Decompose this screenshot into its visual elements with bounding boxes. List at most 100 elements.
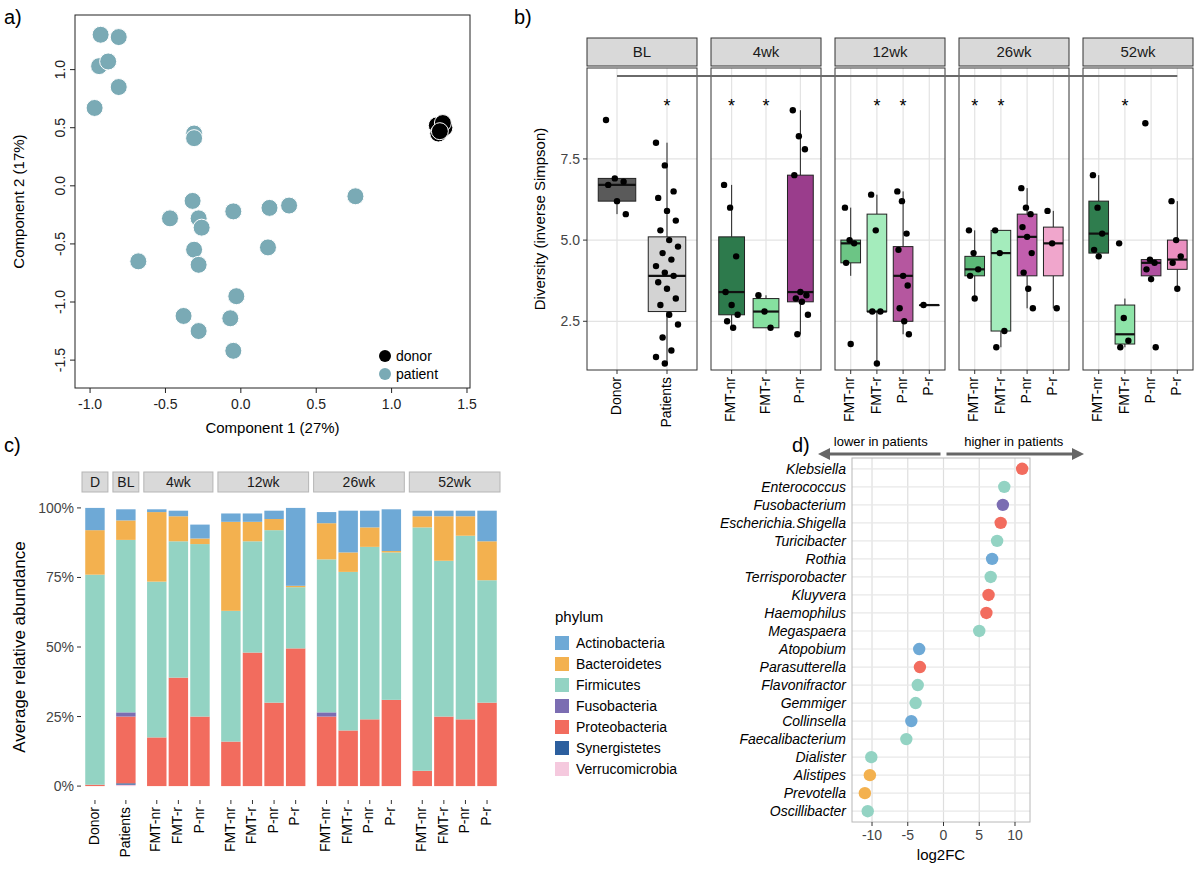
point xyxy=(903,230,909,236)
y-tick xyxy=(77,786,81,787)
point xyxy=(623,211,629,217)
bar-segment xyxy=(286,508,305,586)
x-tick-label: FMT-r xyxy=(169,807,185,845)
point xyxy=(842,204,848,210)
y-tick-label: Klebsiella xyxy=(786,461,846,477)
x-tick-label: P-nr xyxy=(265,807,281,834)
x-tick xyxy=(466,388,467,393)
y-tick xyxy=(583,321,587,322)
y-tick-label: Faecalibacterium xyxy=(739,731,846,747)
x-tick-label: Donor xyxy=(86,807,102,845)
x-tick-label: P-r xyxy=(478,807,494,826)
facet-label: 52wk xyxy=(1120,43,1156,60)
panel-label: b) xyxy=(514,6,532,28)
point xyxy=(1168,198,1174,204)
x-tick xyxy=(907,822,908,826)
bar-segment xyxy=(477,703,496,786)
bar-segment xyxy=(190,717,209,787)
x-tick-label: P-r xyxy=(920,377,936,396)
grid-line-y xyxy=(852,793,1030,794)
point xyxy=(431,123,448,140)
bar-segment xyxy=(382,552,401,699)
legend-swatch xyxy=(555,762,569,776)
facet-label: D xyxy=(90,474,100,490)
x-tick-label: P-nr xyxy=(360,807,376,834)
bar-segment xyxy=(456,719,475,786)
x-tick-label: Donor xyxy=(608,377,624,415)
legend-swatch xyxy=(555,741,569,755)
point xyxy=(1116,240,1122,246)
median xyxy=(1167,258,1187,260)
bar-segment xyxy=(85,530,104,575)
y-tick-label: Enterococcus xyxy=(761,479,846,495)
point xyxy=(666,237,672,243)
bar-segment xyxy=(360,719,379,786)
box xyxy=(841,240,861,263)
grid-line-y xyxy=(852,594,1030,595)
point xyxy=(992,227,998,233)
x-tick xyxy=(1000,370,1001,374)
x-tick xyxy=(1014,822,1015,826)
facet-strip xyxy=(409,472,500,492)
bar-segment xyxy=(317,512,336,523)
bar-segment xyxy=(360,511,379,528)
panel-bg xyxy=(587,68,697,370)
bar-segment xyxy=(413,516,432,527)
bar-segment xyxy=(434,511,453,517)
legend-swatch xyxy=(379,350,391,362)
point xyxy=(605,182,611,188)
box xyxy=(1017,214,1037,276)
x-tick-label: P-nr xyxy=(894,377,910,404)
bar-segment xyxy=(116,509,135,520)
facet-strip xyxy=(113,472,139,492)
facet-strip xyxy=(314,472,405,492)
panel-border xyxy=(852,458,1030,822)
point xyxy=(1018,185,1024,191)
bar-segment xyxy=(190,525,209,539)
legend-swatch xyxy=(555,678,569,692)
point xyxy=(1025,286,1031,292)
x-tick xyxy=(1098,370,1099,374)
bar-segment xyxy=(477,511,496,542)
legend-swatch xyxy=(379,368,391,380)
point xyxy=(100,53,117,70)
point xyxy=(668,347,674,353)
x-tick-label: FMT-r xyxy=(1116,377,1132,415)
point xyxy=(281,197,298,214)
point xyxy=(728,302,734,308)
box xyxy=(719,237,745,315)
y-tick-label: Gemmiger xyxy=(781,695,848,711)
legend-swatch xyxy=(555,657,569,671)
facet-strip xyxy=(711,38,821,66)
point xyxy=(1174,286,1180,292)
whisker xyxy=(667,312,668,364)
point xyxy=(899,198,905,204)
y-tick-label: Collinsella xyxy=(782,713,846,729)
point xyxy=(1091,247,1097,253)
x-tick xyxy=(369,800,370,804)
facet-strip xyxy=(1083,38,1193,66)
point xyxy=(184,192,201,209)
legend-swatch xyxy=(555,720,569,734)
plot-frame xyxy=(75,15,470,388)
bar-segment xyxy=(338,572,357,731)
point xyxy=(761,308,767,314)
dot xyxy=(982,589,994,601)
x-tick-label: P-r xyxy=(286,807,302,826)
x-tick xyxy=(731,370,732,374)
whisker xyxy=(1053,211,1054,227)
bar-segment xyxy=(243,522,262,541)
grid-line-y xyxy=(852,811,1030,812)
x-tick xyxy=(766,370,767,374)
point xyxy=(920,302,926,308)
bar-segment xyxy=(286,586,305,587)
grid-line xyxy=(1083,158,1193,159)
x-tick-label: Patients xyxy=(658,377,674,428)
whisker xyxy=(850,208,851,240)
arrowhead xyxy=(1072,448,1084,460)
significance-mark: * xyxy=(900,96,907,116)
bar-segment xyxy=(477,580,496,702)
point xyxy=(673,295,679,301)
dot xyxy=(1016,463,1028,475)
x-tick xyxy=(487,800,488,804)
